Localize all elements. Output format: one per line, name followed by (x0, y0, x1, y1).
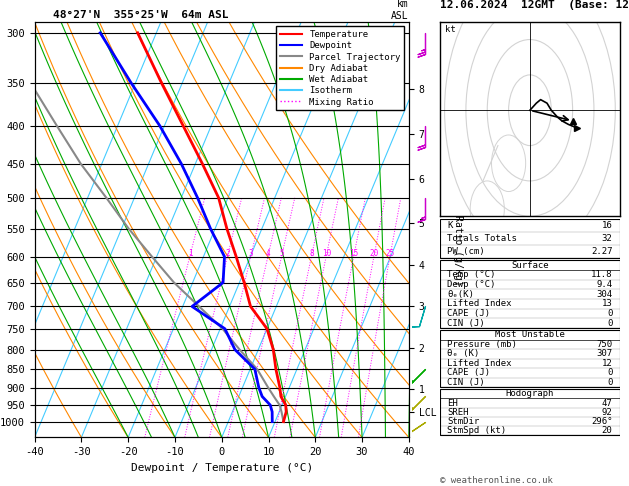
Bar (440, 260, 620, 328)
Text: 4: 4 (266, 249, 270, 258)
Text: 304: 304 (596, 290, 613, 299)
Text: 92: 92 (602, 408, 613, 417)
Text: 25: 25 (386, 249, 395, 258)
Text: 11.8: 11.8 (591, 270, 613, 279)
X-axis label: Dewpoint / Temperature (°C): Dewpoint / Temperature (°C) (131, 463, 313, 473)
Text: 12.06.2024  12GMT  (Base: 12): 12.06.2024 12GMT (Base: 12) (440, 0, 629, 10)
Text: 3: 3 (249, 249, 253, 258)
Text: 296°: 296° (591, 417, 613, 426)
Bar (440, 330, 620, 387)
Text: 12: 12 (602, 359, 613, 368)
Text: 0: 0 (607, 309, 613, 318)
Text: Temp (°C): Temp (°C) (447, 270, 496, 279)
Text: CIN (J): CIN (J) (447, 378, 485, 387)
Bar (440, 389, 620, 435)
Text: 0: 0 (607, 319, 613, 328)
Text: Hodograph: Hodograph (506, 389, 554, 399)
Text: 2.27: 2.27 (591, 247, 613, 256)
Text: θₑ (K): θₑ (K) (447, 349, 480, 359)
Text: Lifted Index: Lifted Index (447, 299, 512, 308)
Text: 0: 0 (607, 368, 613, 378)
Text: 750: 750 (596, 340, 613, 349)
Text: 2: 2 (226, 249, 230, 258)
Text: 48°27'N  355°25'W  64m ASL: 48°27'N 355°25'W 64m ASL (53, 10, 229, 20)
Text: Lifted Index: Lifted Index (447, 359, 512, 368)
Text: Totals Totals: Totals Totals (447, 234, 517, 243)
Text: 9.4: 9.4 (596, 280, 613, 289)
Text: CIN (J): CIN (J) (447, 319, 485, 328)
Text: 15: 15 (350, 249, 359, 258)
Text: StmSpd (kt): StmSpd (kt) (447, 426, 506, 435)
Text: 307: 307 (596, 349, 613, 359)
Text: CAPE (J): CAPE (J) (447, 368, 491, 378)
Text: K: K (447, 221, 453, 230)
Text: 20: 20 (602, 426, 613, 435)
Text: CAPE (J): CAPE (J) (447, 309, 491, 318)
Text: EH: EH (447, 399, 458, 408)
Y-axis label: Mixing Ratio (g/kg): Mixing Ratio (g/kg) (453, 174, 463, 285)
Text: 47: 47 (602, 399, 613, 408)
Bar (440, 219, 620, 258)
Text: PW (cm): PW (cm) (447, 247, 485, 256)
Text: Surface: Surface (511, 260, 548, 270)
Text: θₑ(K): θₑ(K) (447, 290, 474, 299)
Text: 13: 13 (602, 299, 613, 308)
Text: SREH: SREH (447, 408, 469, 417)
Text: 5: 5 (280, 249, 284, 258)
Text: 10: 10 (322, 249, 331, 258)
Text: Most Unstable: Most Unstable (495, 330, 565, 340)
Text: km
ASL: km ASL (391, 0, 409, 21)
Text: Dewp (°C): Dewp (°C) (447, 280, 496, 289)
Legend: Temperature, Dewpoint, Parcel Trajectory, Dry Adiabat, Wet Adiabat, Isotherm, Mi: Temperature, Dewpoint, Parcel Trajectory… (276, 26, 404, 110)
Text: 32: 32 (602, 234, 613, 243)
Text: 1: 1 (188, 249, 192, 258)
Text: StmDir: StmDir (447, 417, 480, 426)
Text: 16: 16 (602, 221, 613, 230)
Text: Pressure (mb): Pressure (mb) (447, 340, 517, 349)
Text: kt: kt (445, 25, 455, 35)
Text: 0: 0 (607, 378, 613, 387)
Text: 8: 8 (309, 249, 314, 258)
Text: © weatheronline.co.uk: © weatheronline.co.uk (440, 476, 553, 485)
Text: 20: 20 (370, 249, 379, 258)
